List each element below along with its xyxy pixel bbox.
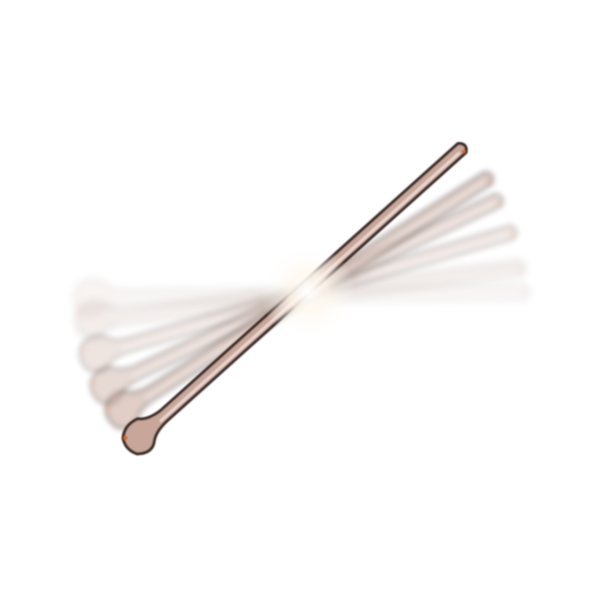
stick-frame-2-tip-accent [517,270,522,274]
stick-frame-6-accent [123,435,128,441]
stick-frame-3-tip-accent [510,234,514,238]
stick-frame-3-accent [81,346,86,351]
stick-frame-2-accent [78,310,84,315]
stick-frame-5-tip-accent [487,180,492,184]
stick-frame-4-accent [91,380,96,385]
stick-frame-1-accent [77,286,83,291]
stick-frame-1-tip-accent [522,294,526,298]
stick-frame-5-accent [106,406,111,412]
stick-frame-6-tip-accent [461,149,466,154]
center-glint-highlight [260,244,356,340]
stick-frame-4-tip-accent [497,202,501,206]
